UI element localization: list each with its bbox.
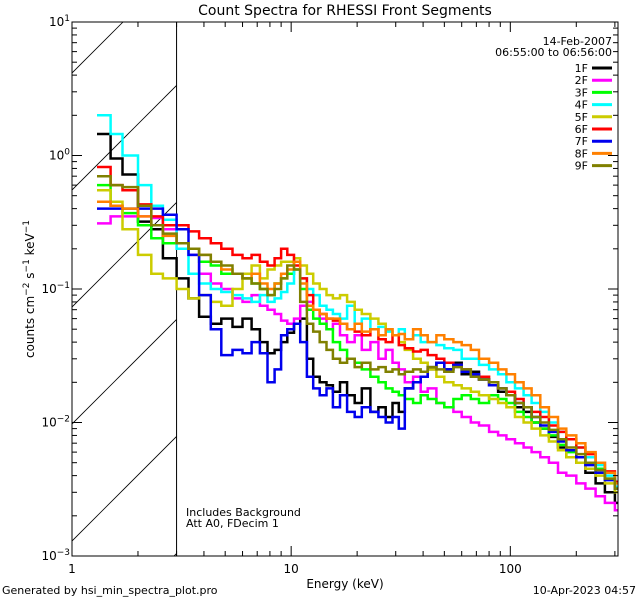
annotation-attenuator-note: Att A0, FDecim 1: [186, 517, 279, 530]
x-axis: 1 10 100: [68, 22, 616, 576]
y-tick-label: 100: [49, 148, 70, 163]
legend-label-4F: 4F: [575, 99, 588, 112]
excluded-region-hatch: [72, 22, 178, 556]
series-7F: [97, 207, 618, 490]
series-1F: [97, 132, 618, 505]
legend-label-1F: 1F: [575, 62, 588, 75]
series-9F: [97, 174, 618, 490]
y-axis-label: counts cm−2 s−1 keV−1: [22, 220, 37, 358]
legend-label-6F: 6F: [575, 123, 588, 136]
series-layer: [97, 114, 618, 512]
hatch-line: [72, 435, 177, 542]
plot-frame: [71, 21, 619, 557]
legend-label-5F: 5F: [575, 111, 588, 124]
y-axis: 101 100 10−1 10−2 10−3: [41, 14, 618, 563]
legend-label-2F: 2F: [575, 74, 588, 87]
legend-label-8F: 8F: [575, 147, 588, 160]
series-4F: [97, 114, 618, 489]
timestamp-text: 10-Apr-2023 04:57: [532, 584, 636, 597]
y-tick-label: 101: [49, 14, 70, 29]
y-tick-label: 10−3: [41, 548, 70, 563]
hatch-line: [72, 201, 177, 308]
annotation-date: 14-Feb-2007: [543, 35, 612, 48]
series-5F: [97, 188, 618, 494]
chart-title: Count Spectra for RHESSI Front Segments: [198, 3, 492, 19]
y-tick-label: 10−2: [41, 415, 70, 430]
hatch-line: [72, 22, 124, 74]
annotation-time-range: 06:55:00 to 06:56:00: [495, 46, 612, 59]
legend-label-7F: 7F: [575, 135, 588, 148]
annotation-background-note: Includes Background: [186, 506, 301, 519]
legend-label-9F: 9F: [575, 160, 588, 173]
hatch-lines: [72, 22, 177, 556]
x-axis-label: Energy (keV): [306, 577, 383, 591]
legend-label-3F: 3F: [575, 86, 588, 99]
series-3F: [97, 183, 618, 494]
y-tick-label: 10−1: [41, 281, 70, 296]
hatch-line: [72, 318, 177, 425]
generated-by-text: Generated by hsi_min_spectra_plot.pro: [2, 584, 218, 597]
x-tick-label: 100: [499, 562, 522, 576]
series-8F: [97, 200, 618, 485]
x-tick-label: 1: [68, 562, 76, 576]
x-tick-label: 10: [284, 562, 299, 576]
